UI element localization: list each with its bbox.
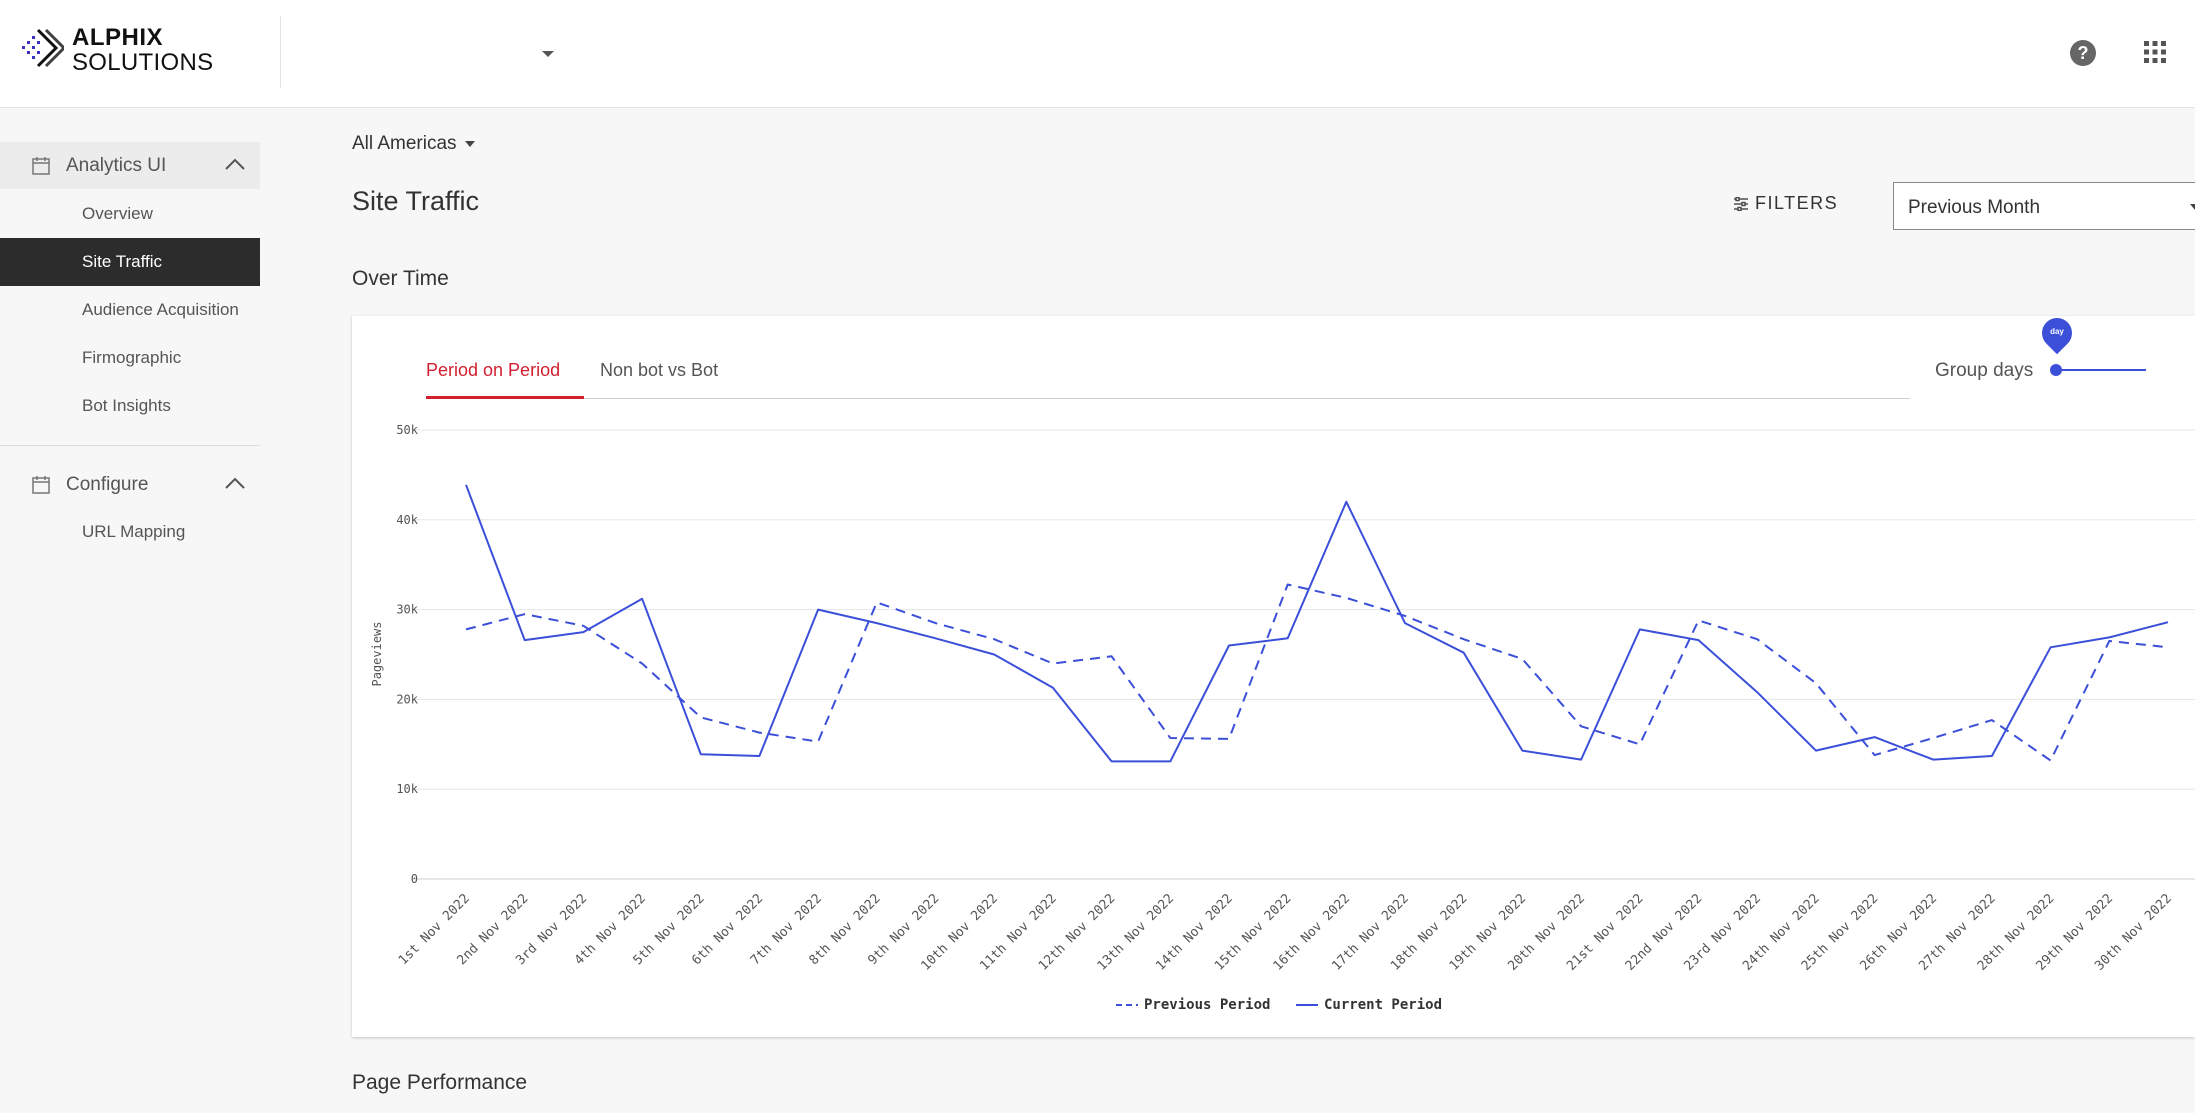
pageviews-line-chart: 0 10k 20k 30k 40k 50k Pageviews 1st Nov 20222… (370, 423, 2195, 1013)
slider-value-label: day (2050, 327, 2064, 336)
calendar-icon (32, 157, 50, 175)
tab-non-bot-vs-bot[interactable]: Non bot vs Bot (600, 360, 719, 380)
active-tab-indicator (426, 396, 584, 399)
caret-down-icon[interactable] (536, 44, 560, 64)
sidebar-group-configure[interactable]: Configure (0, 461, 260, 508)
group-days-slider-thumb[interactable] (2050, 364, 2062, 376)
help-icon[interactable]: ? (2070, 40, 2096, 66)
caret-down-icon (2190, 204, 2195, 210)
page-title: Site Traffic (352, 186, 480, 216)
sidebar-item-site-traffic[interactable]: Site Traffic (0, 238, 260, 286)
brand-name-line2: SOLUTIONS (72, 49, 214, 76)
tab-period-on-period[interactable]: Period on Period (426, 360, 561, 380)
region-label: All Americas (352, 133, 457, 154)
app-header: ALPHIX SOLUTIONS ? (0, 0, 2195, 108)
sidebar-item-overview[interactable]: Overview (82, 204, 153, 223)
legend-label: Current Period (1324, 997, 1442, 1013)
sidebar-item-firmographic[interactable]: Firmographic (82, 348, 182, 367)
chevron-up-icon[interactable] (224, 156, 246, 172)
chart-y-axis-label: Pageviews (370, 621, 384, 686)
apps-grid-icon[interactable] (2143, 40, 2167, 64)
group-days-label: Group days (1935, 360, 2034, 381)
sliders-icon (1734, 196, 1748, 212)
chart-y-ticks: 0 10k 20k 30k 40k 50k (396, 423, 418, 886)
period-select-value: Previous Month (1908, 197, 2041, 218)
sidebar-group-label: Configure (66, 473, 149, 495)
sidebar-item-bot-insights[interactable]: Bot Insights (82, 396, 171, 415)
chart-gridlines (412, 429, 2195, 880)
chart-y-tick-label: 40k (396, 513, 418, 527)
chart-y-tick-label: 30k (396, 603, 418, 617)
group-days-slider-track[interactable] (2056, 369, 2146, 371)
chart-y-tick-label: 50k (396, 423, 418, 437)
period-select[interactable]: Previous Month (1893, 182, 2195, 230)
chart-y-tick-label: 0 (411, 872, 418, 886)
chevron-up-icon[interactable] (224, 475, 246, 491)
sidebar-group-analytics[interactable]: Analytics UI (0, 142, 260, 189)
chart-y-tick-label: 20k (396, 692, 418, 706)
logo-mark-icon (22, 28, 64, 68)
previous-period-line (465, 583, 2169, 762)
region-selector[interactable]: All Americas (352, 133, 475, 155)
current-period-line (465, 484, 2169, 763)
tab-bar-divider (426, 398, 1910, 399)
legend-label: Previous Period (1144, 997, 1270, 1013)
filters-button[interactable]: FILTERS (1733, 193, 1838, 214)
section-title-over-time: Over Time (352, 267, 449, 290)
sidebar-group-label: Analytics UI (66, 154, 167, 176)
sidebar-divider (0, 445, 260, 446)
caret-down-icon (464, 140, 475, 147)
brand-logo[interactable]: ALPHIX SOLUTIONS (20, 22, 220, 82)
brand-name-line1: ALPHIX (72, 24, 164, 51)
sidebar-item-url-mapping[interactable]: URL Mapping (82, 522, 186, 541)
chart-series-lines (465, 484, 2169, 763)
chart-y-tick-label: 10k (396, 782, 418, 796)
filters-label: FILTERS (1755, 193, 1839, 213)
section-title-page-performance: Page Performance (352, 1071, 528, 1094)
sidebar-item-audience-acquisition[interactable]: Audience Acquisition (82, 300, 239, 319)
chart-card: Period on Period Non bot vs Bot Group da… (352, 311, 2195, 1037)
chart-legend: Previous Period Current Period (1116, 997, 1442, 1013)
sidebar: Analytics UI Overview Site Traffic Audie… (0, 108, 262, 1113)
header-divider (280, 16, 281, 88)
calendar-icon (32, 476, 50, 494)
